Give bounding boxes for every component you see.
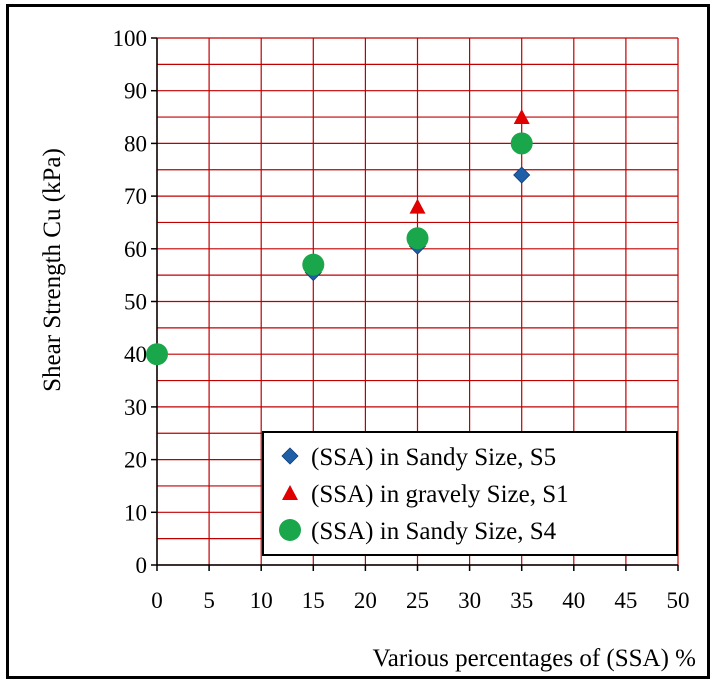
y-tick-label: 20	[124, 448, 147, 473]
y-tick-label: 70	[124, 184, 147, 209]
legend: (SSA) in Sandy Size, S5 (SSA) in gravely …	[262, 431, 678, 556]
axes	[151, 37, 679, 571]
y-tick-label: 60	[124, 237, 147, 262]
x-tick-label: 35	[510, 588, 533, 613]
data-points	[146, 109, 533, 366]
triangle-data-point	[409, 198, 426, 214]
x-tick-label: 0	[151, 588, 163, 613]
x-axis-label: Various percentages of (SSA) %	[372, 645, 696, 672]
y-tick-label: 30	[124, 395, 147, 420]
legend-diamond-marker	[281, 447, 299, 465]
x-tick-label: 25	[406, 588, 429, 613]
x-tick-label: 45	[614, 588, 637, 613]
circle-data-point	[510, 132, 533, 155]
legend-entry-label: (SSA) in Sandy Size, S5	[311, 444, 556, 471]
y-tick-label: 50	[124, 290, 147, 315]
x-tick-label: 5	[203, 588, 215, 613]
x-tick-label: 30	[458, 588, 481, 613]
x-tick-label: 40	[562, 588, 585, 613]
legend-entry-label: (SSA) in Sandy Size, S4	[311, 518, 557, 545]
legend-entry-label: (SSA) in gravely Size, S1	[311, 481, 569, 508]
legend-box	[262, 431, 678, 556]
x-tick-label: 15	[302, 588, 325, 613]
x-tick-label: 10	[250, 588, 273, 613]
circle-data-point	[146, 343, 168, 366]
tick-labels: 0 10 20 30 40 50 60 70 80 90 100 0 5 10 15 20 25 30 35 40 45…	[113, 26, 690, 613]
y-tick-label: 40	[124, 342, 147, 367]
y-tick-label: 0	[136, 553, 148, 578]
x-tick-label: 20	[354, 588, 377, 613]
y-tick-label: 100	[113, 26, 148, 51]
triangle-data-point	[513, 109, 530, 125]
y-axis-label: Shear Strength Cu (kPa)	[39, 148, 66, 392]
y-tick-label: 90	[124, 79, 147, 104]
y-tick-label: 80	[124, 131, 147, 156]
legend-circle-marker	[279, 519, 301, 541]
diamond-data-point	[513, 166, 531, 184]
x-tick-label: 50	[667, 588, 690, 613]
legend-triangle-marker	[282, 485, 298, 500]
y-tick-label: 10	[124, 500, 147, 525]
circle-data-point	[302, 253, 325, 276]
circle-data-point	[406, 227, 429, 250]
